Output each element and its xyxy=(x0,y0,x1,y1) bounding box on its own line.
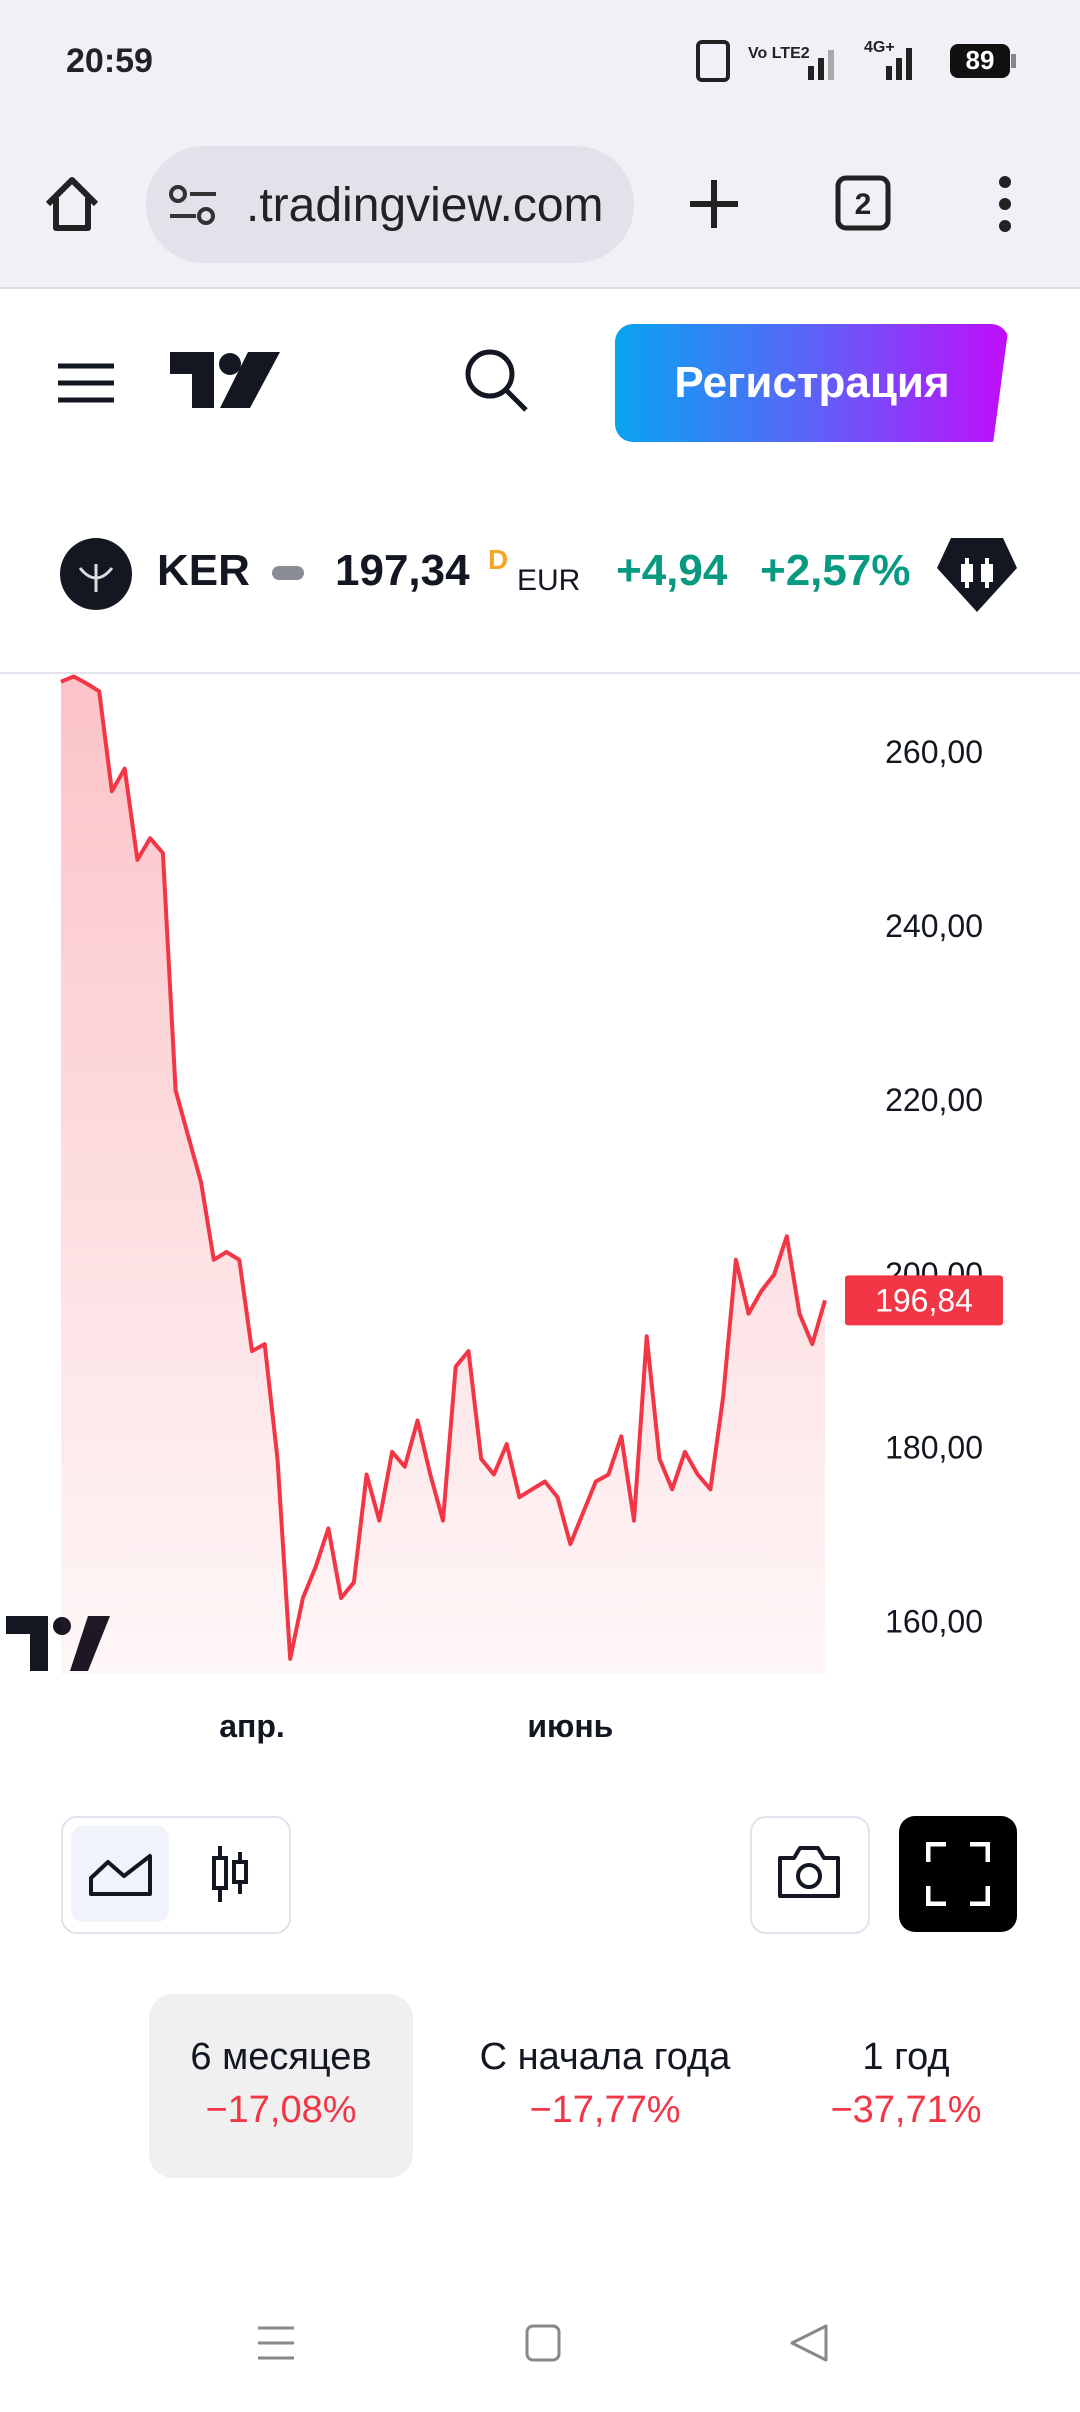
divider xyxy=(0,672,1080,674)
period-label: С начала года xyxy=(479,2036,731,2078)
chart-type-badge[interactable] xyxy=(937,538,1017,612)
currency: EUR xyxy=(517,564,581,597)
signal-bar xyxy=(906,48,912,80)
x-tick-label: июнь xyxy=(527,1708,613,1744)
price-line xyxy=(60,674,827,1661)
period-change: −17,77% xyxy=(529,2089,681,2131)
nfc-icon xyxy=(696,40,730,82)
network-label: 4G+ xyxy=(864,39,895,56)
status-icons: Vo LTE2 4G+ 89 xyxy=(696,39,1016,82)
status-time: 20:59 xyxy=(66,42,153,80)
area-icon xyxy=(89,1854,152,1896)
nav-back[interactable] xyxy=(790,2324,828,2362)
home-button[interactable] xyxy=(40,170,110,240)
battery-tip xyxy=(1011,54,1016,68)
snapshot-button[interactable] xyxy=(750,1816,870,1934)
volte-label: Vo LTE2 xyxy=(748,45,810,62)
nav-home[interactable] xyxy=(525,2324,561,2362)
y-tick-label: 220,00 xyxy=(885,1082,983,1118)
x-tick-label: апр. xyxy=(219,1708,285,1744)
period-item[interactable]: 6 месяцев −17,08% xyxy=(131,2036,431,2132)
price: 197,34 xyxy=(335,546,470,595)
chart-style-group xyxy=(61,1816,291,1934)
url-text: .tradingview.com xyxy=(246,179,604,232)
battery-level: 89 xyxy=(966,45,995,75)
menu-button[interactable] xyxy=(990,174,1020,234)
camera-icon xyxy=(778,1846,840,1898)
site-settings-icon[interactable] xyxy=(166,182,222,228)
delay-flag: D xyxy=(488,544,509,575)
change: +4,94 xyxy=(616,546,728,595)
symbol: KER xyxy=(157,546,250,595)
price-tag-label: 196,84 xyxy=(875,1282,973,1318)
change-percent: +2,57% xyxy=(760,546,911,595)
period-label: 1 год xyxy=(862,2036,950,2078)
y-tick-label: 240,00 xyxy=(885,908,983,944)
period-label: 6 месяцев xyxy=(190,2036,372,2078)
signal-bar xyxy=(896,58,902,80)
y-tick-label: 160,00 xyxy=(885,1604,983,1640)
chart: 160,00180,00200,00220,00240,00260,00апр.… xyxy=(6,674,1003,1744)
nav-bar xyxy=(258,2324,828,2362)
signal-bar xyxy=(828,50,834,80)
y-tick-label: 260,00 xyxy=(885,734,983,770)
search-button[interactable] xyxy=(462,346,532,416)
y-tick-label: 180,00 xyxy=(885,1430,983,1466)
period-item[interactable]: 1 год −37,71% xyxy=(756,2036,1056,2132)
area-fill xyxy=(61,676,825,1675)
status-dash xyxy=(272,566,304,580)
battery xyxy=(950,44,1010,78)
signup-button[interactable]: Регистрация xyxy=(615,324,1009,442)
tradingview-logo[interactable] xyxy=(170,352,280,408)
tab-count: 2 xyxy=(855,188,872,221)
signal-bar xyxy=(886,66,892,80)
fullscreen-icon xyxy=(926,1842,990,1906)
hamburger-menu[interactable] xyxy=(58,362,116,404)
signal-bar xyxy=(818,58,824,80)
period-selected xyxy=(149,1994,413,2178)
candle-style-button[interactable] xyxy=(206,1844,254,1904)
signal-bar xyxy=(808,66,814,80)
tabs-button[interactable]: 2 xyxy=(834,174,894,234)
price-tag xyxy=(845,1275,1003,1326)
symbol-logo xyxy=(60,538,132,610)
browser-chrome: 20:59 Vo LTE2 4G+ 89 .tradingview.com 2 xyxy=(0,0,1080,289)
address-bar[interactable] xyxy=(146,146,634,263)
period-change: −17,08% xyxy=(205,2089,357,2131)
nav-recents[interactable] xyxy=(258,2326,294,2360)
period-item[interactable]: С начала года −17,77% xyxy=(455,2036,755,2132)
period-change: −37,71% xyxy=(830,2089,982,2131)
fullscreen-button[interactable] xyxy=(899,1816,1017,1932)
new-tab-button[interactable] xyxy=(686,176,742,232)
